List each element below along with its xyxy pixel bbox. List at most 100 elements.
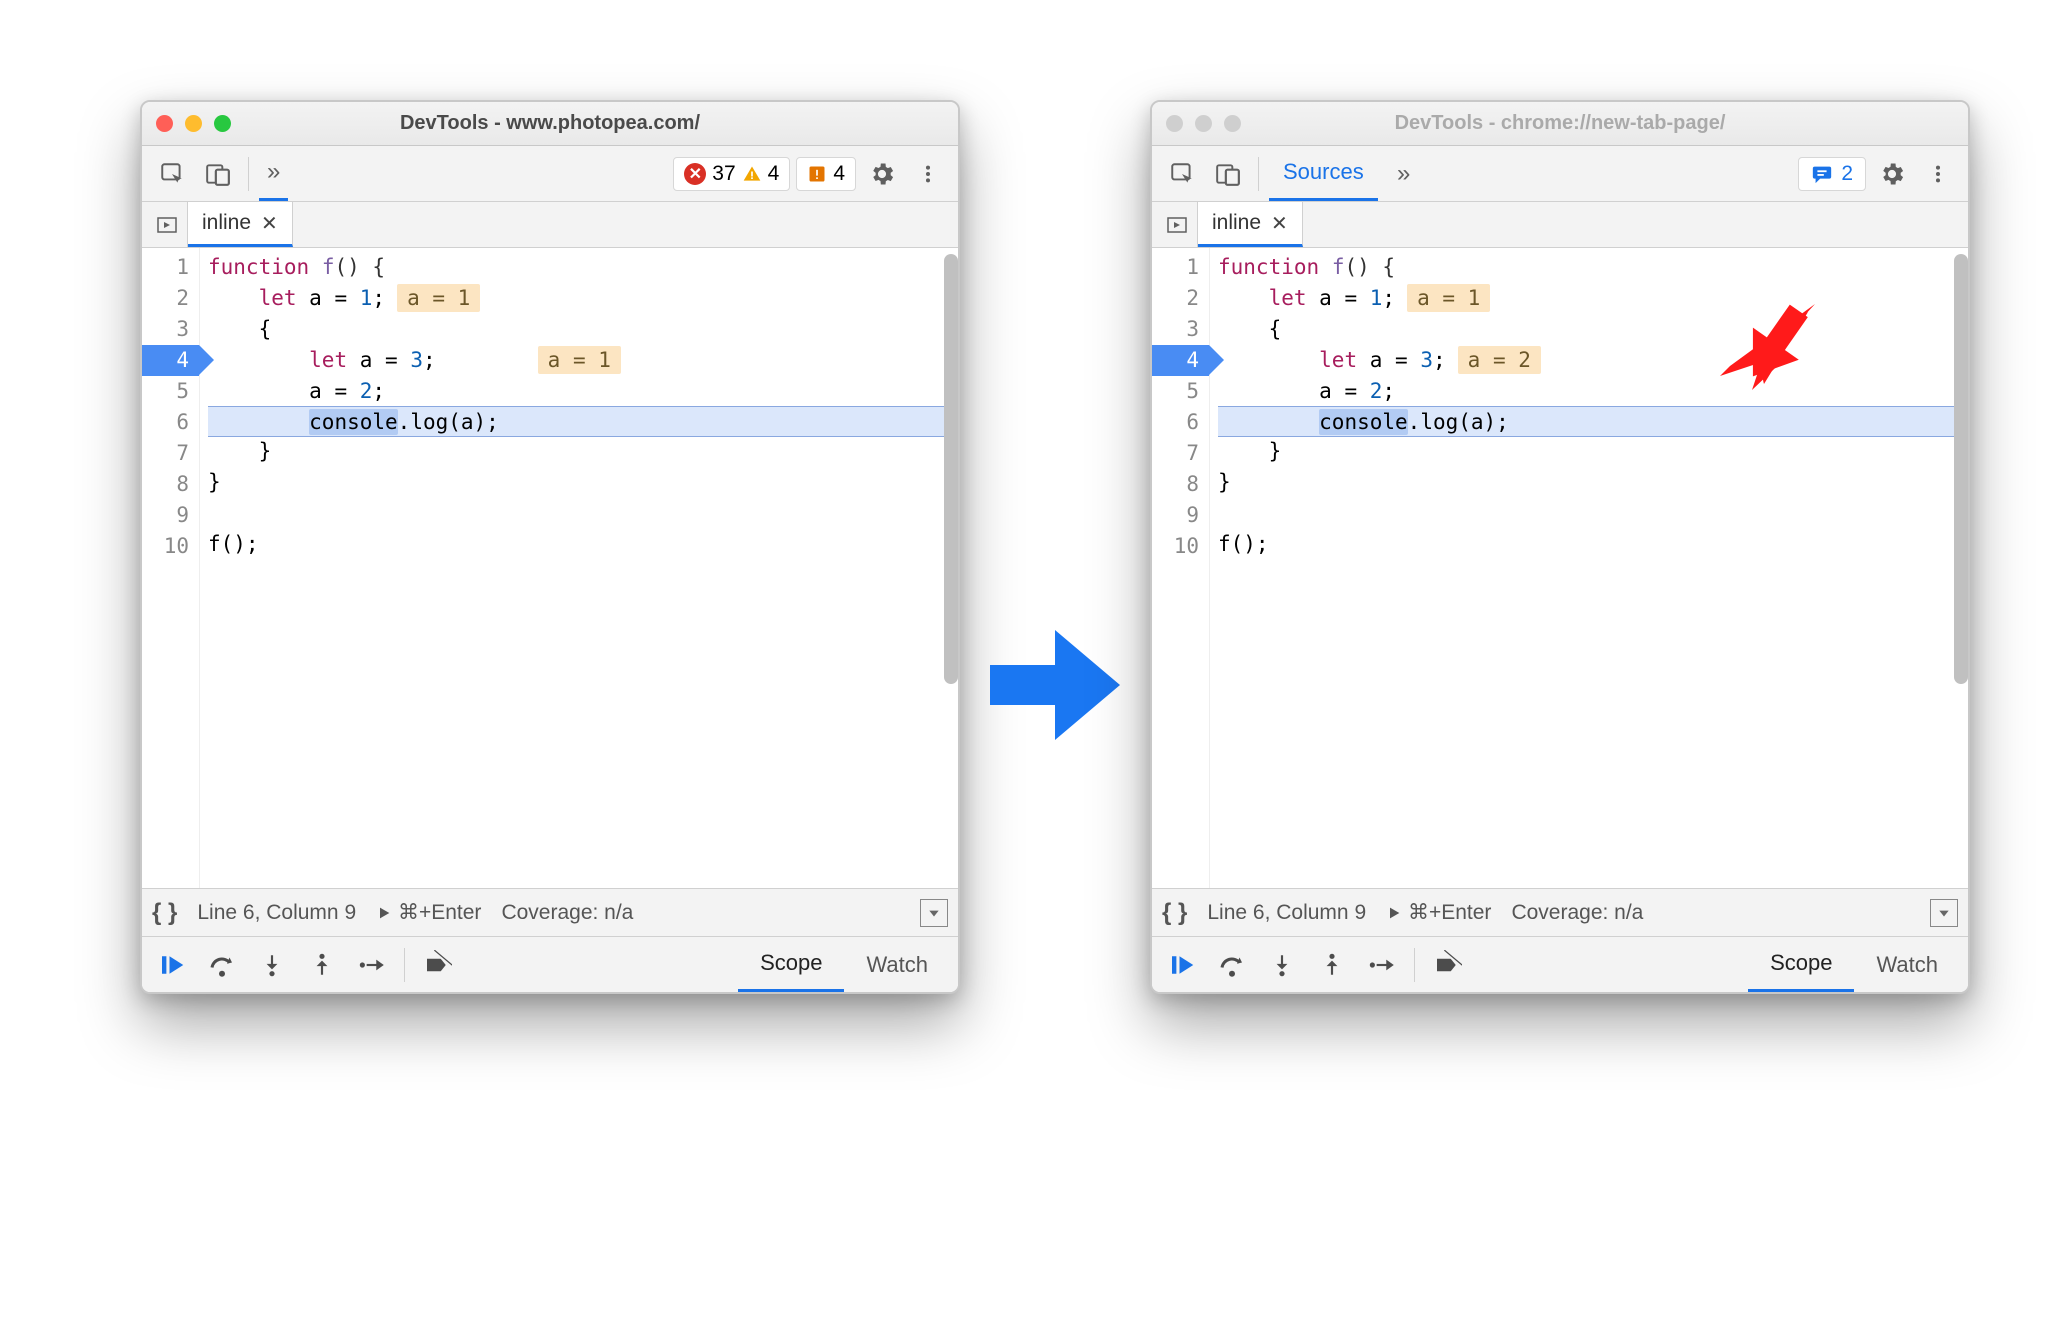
close-icon[interactable]: ✕ [261,211,278,236]
step-out-icon[interactable] [1310,943,1354,987]
code-area[interactable]: function f() { let a = 1;a = 1 { let a =… [200,248,958,888]
warning-square-icon [807,164,827,184]
status-bar: { } Line 6, Column 9 ⌘+Enter Coverage: n… [142,888,958,936]
main-toolbar: Sources » 2 [1152,146,1968,202]
issues-count: 4 [833,162,845,186]
step-icon[interactable] [350,943,394,987]
file-tab-inline[interactable]: inline ✕ [188,202,293,247]
play-icon [1386,905,1402,921]
titlebar[interactable]: DevTools - www.photopea.com/ [142,102,958,146]
file-tab-inline[interactable]: inline ✕ [1198,202,1303,247]
device-toggle-icon[interactable] [198,154,238,194]
zoom-dot[interactable] [1224,115,1241,132]
run-shortcut[interactable]: ⌘+Enter [1386,900,1491,925]
issues-count: 2 [1841,162,1853,186]
separator [404,948,405,982]
kebab-menu-icon[interactable] [1918,154,1958,194]
minimize-dot[interactable] [1195,115,1212,132]
cursor-position: Line 6, Column 9 [1207,901,1366,925]
debugger-toolbar: Scope Watch [1152,936,1968,992]
run-shortcut[interactable]: ⌘+Enter [376,900,481,925]
window-title: DevTools - www.photopea.com/ [142,112,958,135]
file-tab-label: inline [202,211,251,235]
inspect-icon[interactable] [152,154,192,194]
step-over-icon[interactable] [200,943,244,987]
kebab-menu-icon[interactable] [908,154,948,194]
minimize-dot[interactable] [185,115,202,132]
pretty-print-icon[interactable]: { } [1162,899,1187,927]
errors-badge[interactable]: ✕ 37 4 [673,157,790,191]
traffic-lights [1166,115,1241,132]
main-toolbar: » ✕ 37 4 4 [142,146,958,202]
execution-line-marker: 4 [1152,345,1209,376]
scope-tab[interactable]: Scope [738,937,844,992]
step-icon[interactable] [1360,943,1404,987]
code-area[interactable]: function f() { let a = 1;a = 1 { let a =… [1210,248,1968,888]
navigator-toggle-icon[interactable] [1156,202,1198,247]
inspect-icon[interactable] [1162,154,1202,194]
line-gutter: 123 4 567 8910 [1152,248,1210,888]
watch-tab[interactable]: Watch [1854,937,1960,992]
message-icon [1811,163,1833,185]
current-line: console.log(a); [208,406,958,437]
scrollbar-thumb[interactable] [1954,254,1968,684]
code-editor[interactable]: 123 4 567 8910 function f() { let a = 1;… [1152,248,1968,888]
debugger-toolbar: Scope Watch [142,936,958,992]
resume-icon[interactable] [1160,943,1204,987]
scrollbar-thumb[interactable] [944,254,958,684]
file-tabs: inline ✕ [142,202,958,248]
deactivate-breakpoints-icon[interactable] [1425,943,1469,987]
overflow-icon[interactable]: » [1384,154,1424,194]
error-icon: ✕ [684,163,706,185]
settings-icon[interactable] [1872,154,1912,194]
text-selection: console [309,409,398,435]
dropdown-icon[interactable] [920,899,948,927]
separator [1258,157,1259,191]
navigator-toggle-icon[interactable] [146,202,188,247]
warning-triangle-icon [742,164,762,184]
step-into-icon[interactable] [250,943,294,987]
transition-arrow-icon [990,630,1120,745]
cursor-position: Line 6, Column 9 [197,901,356,925]
titlebar[interactable]: DevTools - chrome://new-tab-page/ [1152,102,1968,146]
watch-tab[interactable]: Watch [844,937,950,992]
zoom-dot[interactable] [214,115,231,132]
settings-icon[interactable] [862,154,902,194]
close-dot[interactable] [1166,115,1183,132]
step-over-icon[interactable] [1210,943,1254,987]
file-tabs: inline ✕ [1152,202,1968,248]
text-selection: console [1319,409,1408,435]
scope-tab[interactable]: Scope [1748,937,1854,992]
issues-badge[interactable]: 2 [1798,157,1866,191]
deactivate-breakpoints-icon[interactable] [415,943,459,987]
step-out-icon[interactable] [300,943,344,987]
debug-tabs: Scope Watch [1748,937,1960,992]
traffic-lights [156,115,231,132]
current-line: console.log(a); [1218,406,1968,437]
devtools-window-left: DevTools - www.photopea.com/ » [140,100,960,994]
coverage-label[interactable]: Coverage: n/a [501,901,633,925]
device-toggle-icon[interactable] [1208,154,1248,194]
separator [248,157,249,191]
inline-hint: a = 2 [1458,346,1541,374]
close-icon[interactable]: ✕ [1271,211,1288,236]
inline-hint: a = 1 [538,346,621,374]
separator [1414,948,1415,982]
close-dot[interactable] [156,115,173,132]
errors-count: 37 [712,162,735,186]
coverage-label[interactable]: Coverage: n/a [1511,901,1643,925]
inline-hint: a = 1 [1407,284,1490,312]
step-into-icon[interactable] [1260,943,1304,987]
execution-line-marker: 4 [142,345,199,376]
resume-icon[interactable] [150,943,194,987]
line-gutter: 123 4 567 8910 [142,248,200,888]
devtools-window-right: DevTools - chrome://new-tab-page/ Source… [1150,100,1970,994]
active-panel-tab[interactable]: » [259,146,288,201]
dropdown-icon[interactable] [1930,899,1958,927]
file-tab-label: inline [1212,211,1261,235]
code-editor[interactable]: 123 4 567 8910 function f() { let a = 1;… [142,248,958,888]
status-bar: { } Line 6, Column 9 ⌘+Enter Coverage: n… [1152,888,1968,936]
issues-badge[interactable]: 4 [796,157,856,191]
sources-tab[interactable]: Sources [1269,146,1378,201]
pretty-print-icon[interactable]: { } [152,899,177,927]
